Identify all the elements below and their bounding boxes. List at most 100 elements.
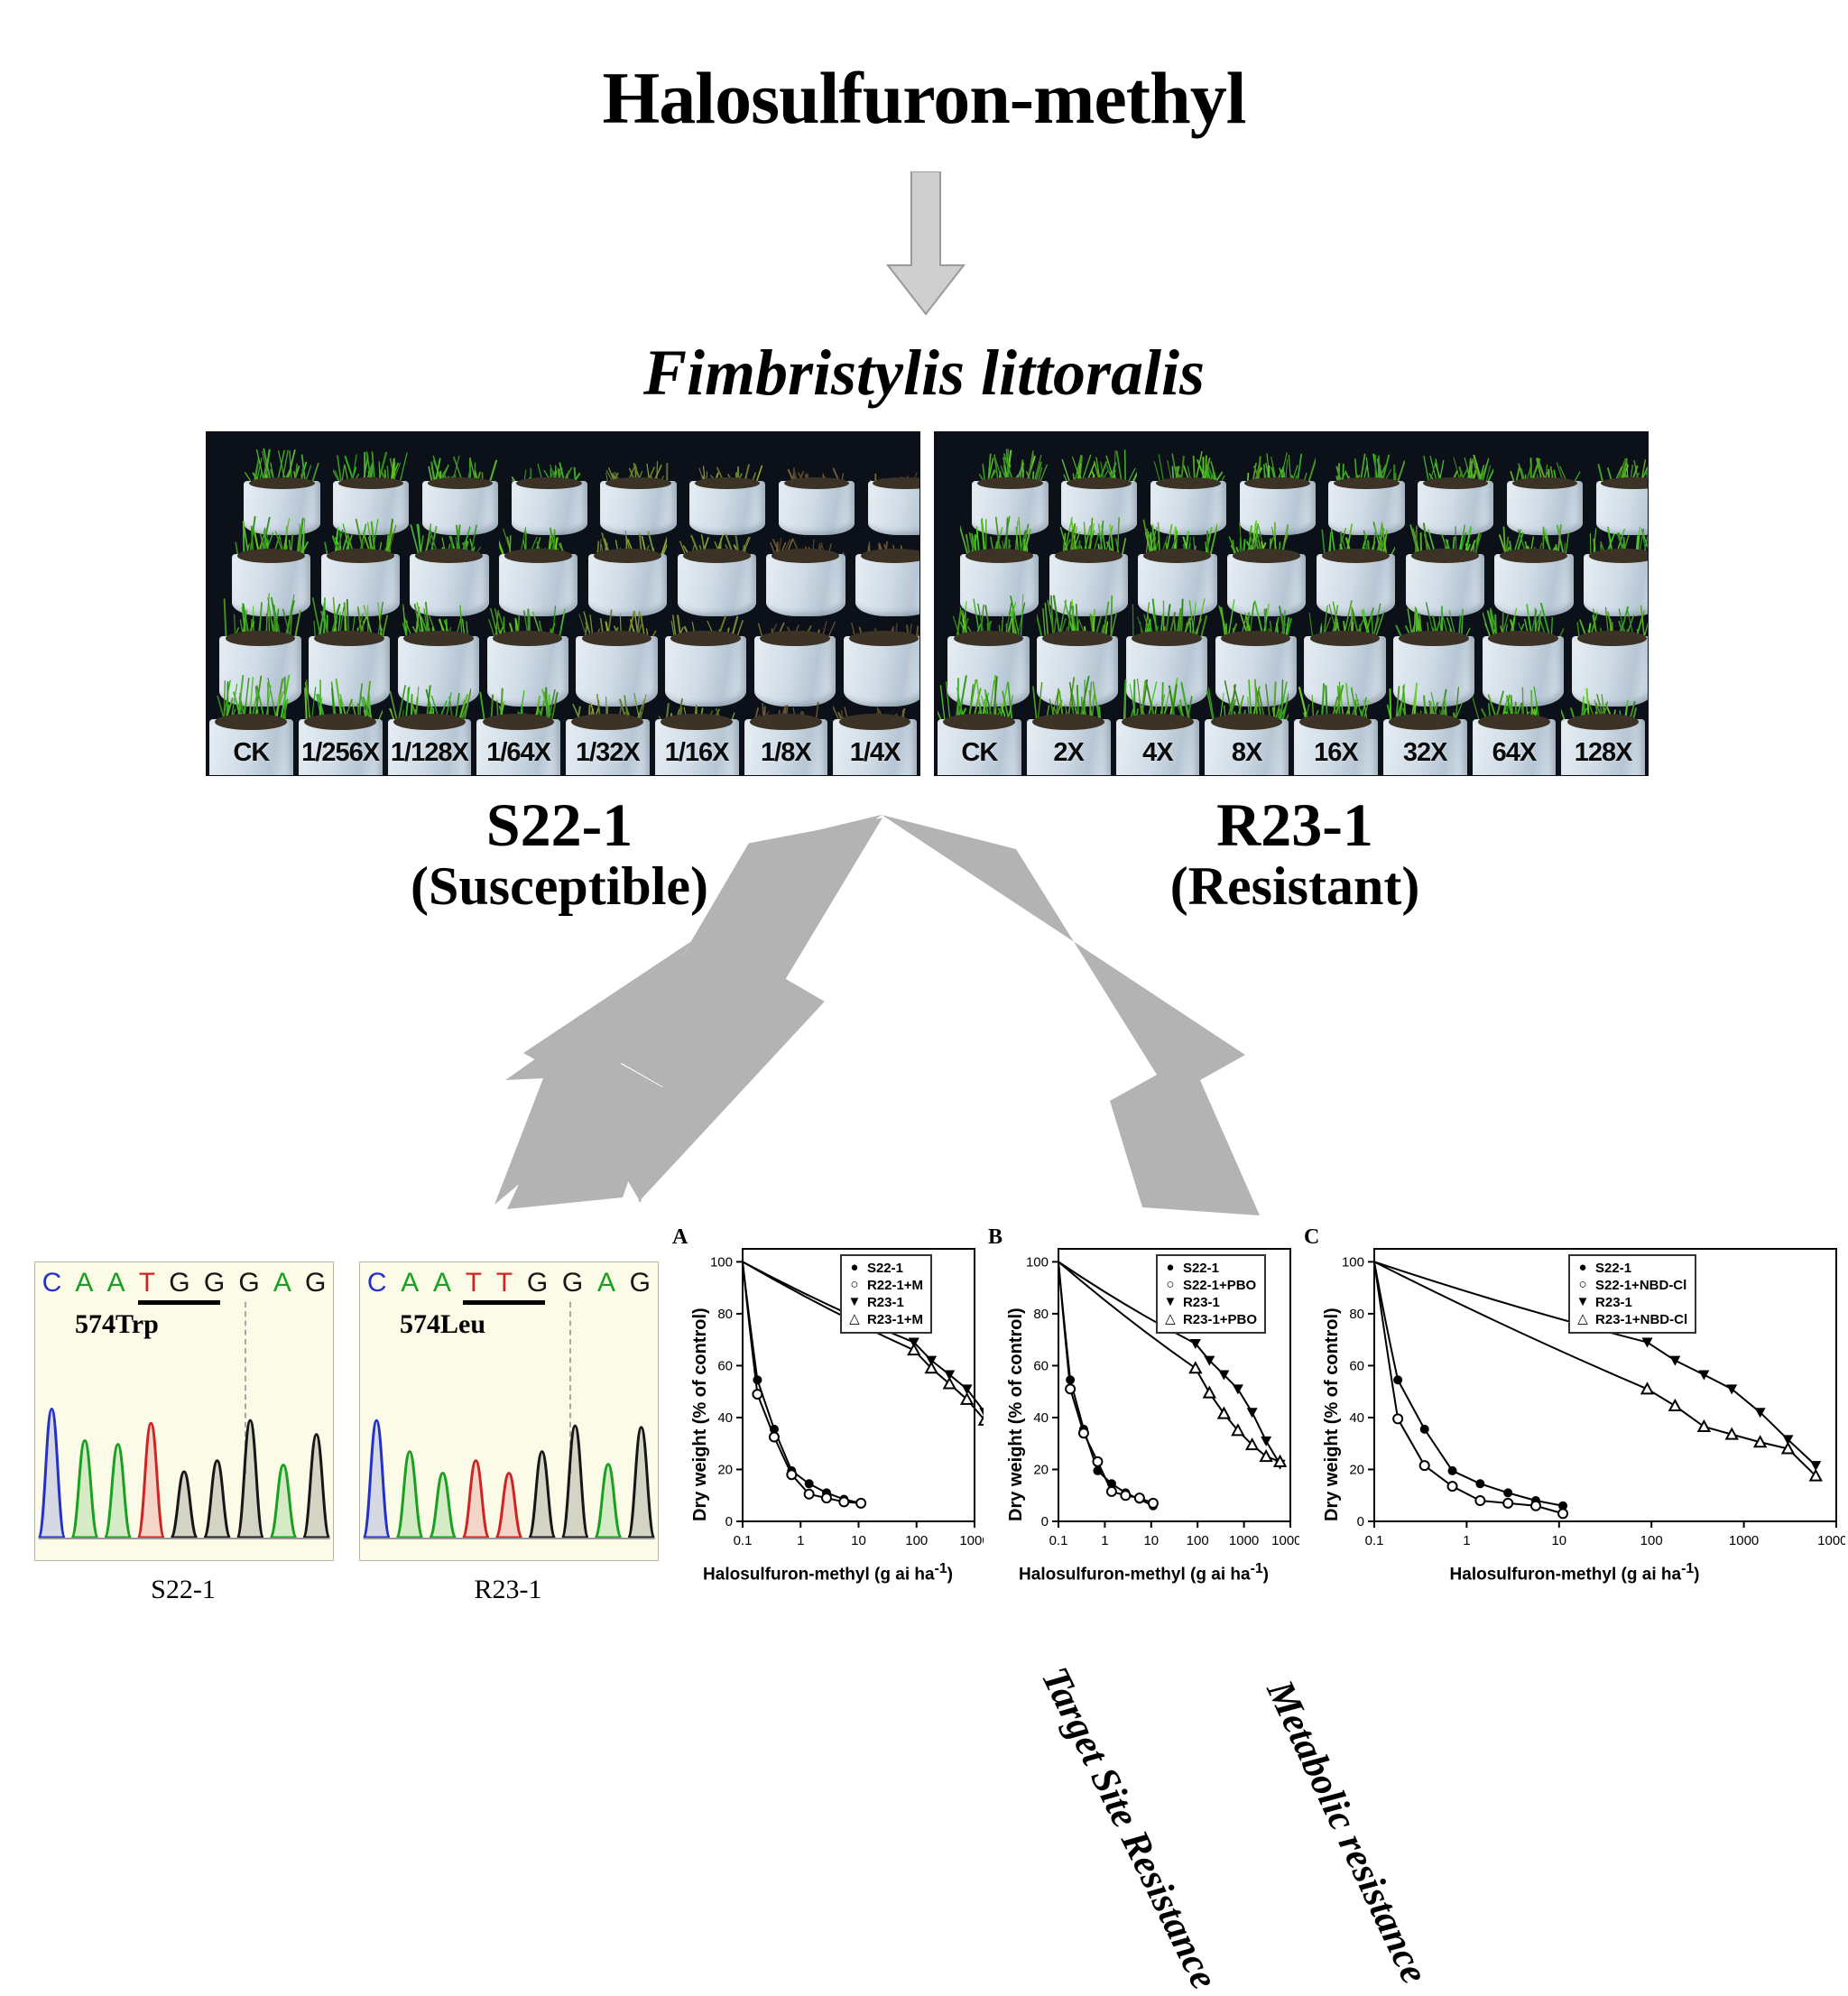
legend-item: ▼R23-1 [1574,1294,1687,1311]
page-title: Halosulfuron-methyl [0,56,1848,141]
panel-letter-a: A [672,1225,688,1250]
base-letter-a: A [597,1268,615,1298]
legend-item: ○S22-1+PBO [1161,1277,1257,1294]
base-letter-g: G [238,1268,259,1298]
legend-label: R22-1+M [864,1278,923,1293]
dose-label: 1/4X [830,738,919,768]
legend-label: S22-1+PBO [1179,1278,1256,1293]
svg-text:0: 0 [1041,1514,1049,1529]
svg-text:10: 10 [851,1533,866,1548]
svg-text:80: 80 [717,1307,733,1322]
base-letter-a: A [107,1268,125,1298]
dose-label: CK [207,738,296,768]
panel-letter-b: B [988,1225,1003,1250]
svg-text:10000: 10000 [1817,1533,1845,1548]
x-axis-label: Halosulfuron-methyl (g ai ha-1) [988,1561,1299,1585]
svg-text:80: 80 [1033,1307,1049,1322]
svg-text:0.1: 0.1 [1049,1533,1068,1548]
legend-item: ○R22-1+M [845,1277,923,1294]
svg-text:1000: 1000 [959,1533,984,1548]
svg-text:100: 100 [1187,1533,1209,1548]
legend-marker-icon: ○ [1161,1279,1179,1292]
legend-label: S22-1+NBD-Cl [1592,1278,1686,1293]
svg-text:1: 1 [797,1533,804,1548]
base-letter-g: G [562,1268,583,1298]
svg-text:100: 100 [905,1533,928,1548]
base-letter-g: G [305,1268,326,1298]
legend-label: S22-1 [864,1261,903,1276]
dose-label: 1/256X [296,738,385,768]
chromatogram-peaks-r23 [360,1344,658,1560]
svg-text:60: 60 [1033,1358,1049,1373]
legend-item: ▼R23-1 [845,1294,923,1311]
svg-text:60: 60 [1349,1358,1364,1373]
legend-label: R23-1 [864,1295,904,1310]
base-letter-a: A [433,1268,451,1298]
svg-text:20: 20 [1349,1462,1364,1477]
susceptible-pot-photo: CK1/256X1/128X1/64X1/32X1/16X1/8X1/4X [206,431,920,776]
chart-legend: ●S22-1○S22-1+PBO▼R23-1△R23-1+PBO [1156,1254,1266,1334]
dose-label: 4X [1113,738,1203,768]
legend-marker-icon: △ [845,1313,864,1326]
svg-text:1000: 1000 [1729,1533,1759,1548]
base-sequence-r23: CAATTGGAG [360,1268,658,1298]
legend-item: ●S22-1 [845,1260,923,1277]
legend-label: R23-1 [1592,1295,1632,1310]
svg-text:100: 100 [1342,1254,1364,1270]
legend-marker-icon: ○ [1574,1279,1592,1292]
chromatogram-caption-s22: S22-1 [34,1575,332,1605]
legend-label: S22-1 [1592,1261,1631,1276]
legend-marker-icon: ▼ [1161,1296,1179,1309]
base-letter-a: A [75,1268,93,1298]
svg-text:1: 1 [1101,1533,1108,1548]
svg-text:0: 0 [1357,1514,1364,1529]
x-axis-label: Halosulfuron-methyl (g ai ha-1) [1304,1561,1845,1585]
base-letter-t: T [496,1268,513,1298]
legend-item: ●S22-1 [1574,1260,1687,1277]
legend-label: R23-1+NBD-Cl [1592,1312,1687,1327]
svg-text:40: 40 [717,1410,733,1426]
svg-text:20: 20 [717,1462,733,1477]
base-letter-t: T [466,1268,482,1298]
legend-item: ●S22-1 [1161,1260,1257,1277]
branch-label-metabolic: Metabolic resistance [1258,1674,1437,1991]
legend-label: R23-1+PBO [1179,1312,1257,1327]
svg-text:80: 80 [1349,1307,1364,1322]
dose-label: 128X [1558,738,1648,768]
chromatogram-r23-1: CAATTGGAG 574Leu [359,1261,659,1561]
svg-text:60: 60 [717,1358,733,1373]
legend-marker-icon: ▼ [845,1296,864,1309]
svg-text:100: 100 [1640,1533,1663,1548]
dose-label: 1/64X [474,738,563,768]
legend-item: △R23-1+M [845,1311,923,1328]
codon-underline [463,1300,544,1305]
base-letter-a: A [273,1268,291,1298]
base-letter-g: G [204,1268,225,1298]
dose-label: 1/16X [652,738,742,768]
svg-text:100: 100 [710,1254,733,1270]
dose-response-chart-c: 0204060801000.1110100100010000CDry weigh… [1304,1225,1845,1604]
legend-item: △R23-1+PBO [1161,1311,1257,1328]
dose-label: 16X [1291,738,1381,768]
svg-text:0.1: 0.1 [1365,1533,1384,1548]
dose-label: CK [935,738,1024,768]
legend-marker-icon: ▼ [1574,1296,1592,1309]
base-letter-g: G [527,1268,548,1298]
branch-label-target-site: Target Site Resistance [1032,1660,1226,1996]
base-letter-c: C [367,1268,387,1298]
legend-marker-icon: ● [1161,1261,1179,1275]
legend-label: S22-1 [1179,1261,1219,1276]
chromatogram-caption-r23: R23-1 [359,1575,657,1605]
base-letter-c: C [42,1268,62,1298]
dose-label: 1/128X [385,738,475,768]
svg-text:10000: 10000 [1271,1533,1299,1548]
mutation-label-574trp: 574Trp [75,1309,159,1340]
svg-text:0: 0 [725,1514,733,1529]
resistant-pot-photo: CK2X4X8X16X32X64X128X [934,431,1649,776]
svg-text:40: 40 [1349,1410,1364,1426]
panel-letter-c: C [1304,1225,1319,1250]
x-axis-label: Halosulfuron-methyl (g ai ha-1) [672,1561,984,1585]
dose-label: 2X [1024,738,1113,768]
chromatogram-s22-1: CAATGGGAG 574Trp [34,1261,334,1561]
svg-text:40: 40 [1033,1410,1049,1426]
